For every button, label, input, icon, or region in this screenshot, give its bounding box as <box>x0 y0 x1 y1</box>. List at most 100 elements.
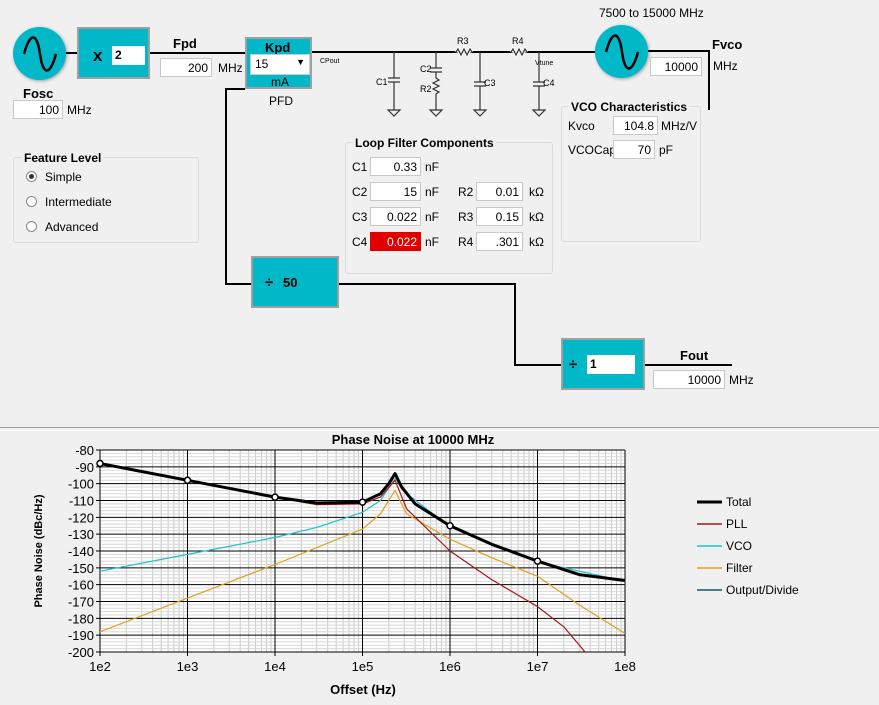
fvco-input[interactable]: 10000 <box>650 57 702 76</box>
data-marker[interactable] <box>271 493 279 501</box>
radio-button[interactable] <box>26 221 37 232</box>
data-marker[interactable] <box>183 476 192 485</box>
cap-unit: nF <box>425 210 440 224</box>
loop-filter-components-group: Loop Filter Components C1 0.33 nF C2 15 n… <box>345 136 553 274</box>
cap-input-c3[interactable]: 0.022 <box>370 207 421 226</box>
y-tick-label: -200 <box>68 645 94 660</box>
res-label: R4 <box>458 235 474 249</box>
kvco-label: Kvco <box>568 119 595 133</box>
fosc-unit: MHz <box>67 103 92 117</box>
y-tick-label: -130 <box>68 527 94 542</box>
radio-button[interactable] <box>26 171 37 182</box>
wire <box>66 52 78 54</box>
wire <box>225 88 245 90</box>
cap-label: C1 <box>352 160 368 174</box>
wire <box>644 364 732 366</box>
c4-label: C4 <box>543 78 555 88</box>
cap-label: C3 <box>352 210 368 224</box>
legend-entry: VCO <box>726 539 752 553</box>
fosc-label: Fosc <box>23 86 54 101</box>
vcocap-label: VCOCap <box>568 143 617 157</box>
kpd-label: Kpd <box>265 40 291 55</box>
data-marker[interactable] <box>446 522 454 530</box>
y-tick-label: -170 <box>68 595 94 610</box>
wire <box>150 52 245 54</box>
fout-unit: MHz <box>729 373 754 387</box>
y-tick-label: -150 <box>68 561 94 576</box>
c2-label: C2 <box>420 64 432 74</box>
pfd-block: Kpd 15 ▼ mA <box>245 37 312 89</box>
fout-input[interactable]: 10000 <box>653 370 725 389</box>
wire <box>514 364 562 366</box>
multiplier-input[interactable]: 2 <box>112 46 145 65</box>
fpd-input[interactable]: 200 <box>160 58 212 77</box>
c3-label: C3 <box>484 78 496 88</box>
series-line-filter <box>100 489 625 635</box>
cap-input-c1[interactable]: 0.33 <box>370 157 421 176</box>
fpd-label: Fpd <box>173 36 197 51</box>
kpd-dropdown[interactable]: 15 ▼ <box>250 54 310 75</box>
y-tick-label: -80 <box>75 443 94 458</box>
n-divider-block: ÷ 50 <box>251 256 339 308</box>
kpd-unit: mA <box>271 75 289 89</box>
y-tick-label: -180 <box>68 611 94 626</box>
fvco-label: Fvco <box>712 37 743 52</box>
cap-label: C2 <box>352 185 368 199</box>
x-tick-label: 1e7 <box>527 659 549 674</box>
x-tick-label: 1e2 <box>89 659 111 674</box>
legend-entry: PLL <box>726 517 748 531</box>
y-tick-label: -160 <box>68 578 94 593</box>
cap-unit: nF <box>425 235 440 249</box>
x-axis-label: Offset (Hz) <box>330 682 396 697</box>
res-input-r2[interactable]: 0.01 <box>476 182 523 201</box>
cap-input-c2[interactable]: 15 <box>370 182 421 201</box>
fvco-unit: MHz <box>713 59 738 73</box>
data-marker[interactable] <box>96 459 104 468</box>
radio-button[interactable] <box>26 196 37 207</box>
y-tick-label: -110 <box>69 494 94 509</box>
multiplier-block: x 2 <box>77 27 150 79</box>
wire <box>648 50 710 52</box>
multiplier-symbol: x <box>93 46 103 65</box>
vco-characteristics-group: VCO Characteristics Kvco 104.8 MHz/V VCO… <box>561 100 701 242</box>
y-tick-label: -120 <box>68 510 94 525</box>
vco-range: 7500 to 15000 MHz <box>599 6 704 20</box>
cap-unit: nF <box>425 185 440 199</box>
output-divider-input[interactable]: 1 <box>587 355 635 374</box>
wire <box>225 88 227 284</box>
n-divider-value[interactable]: 50 <box>283 275 298 290</box>
y-axis-label: Phase Noise (dBc/Hz) <box>33 494 45 607</box>
res-input-r3[interactable]: 0.15 <box>476 207 523 226</box>
fosc-input[interactable]: 100 <box>13 100 63 119</box>
x-tick-label: 1e5 <box>352 659 374 674</box>
x-tick-label: 1e4 <box>264 659 286 674</box>
loop-filter-title: Loop Filter Components <box>353 136 496 150</box>
vco-icon <box>595 25 648 78</box>
wire <box>338 283 516 285</box>
x-tick-label: 1e3 <box>177 659 199 674</box>
wire <box>708 50 710 110</box>
kvco-input[interactable]: 104.8 <box>613 116 658 135</box>
splitter[interactable] <box>0 427 879 431</box>
res-input-r4[interactable]: .301 <box>476 232 523 251</box>
vcocap-input[interactable]: 70 <box>613 140 655 159</box>
r4-label: R4 <box>512 36 524 46</box>
feature-level-group: Feature Level Simple Intermediate Advanc… <box>13 151 199 243</box>
data-marker[interactable] <box>533 557 542 565</box>
vco-char-title: VCO Characteristics <box>569 100 690 114</box>
data-marker[interactable] <box>358 498 367 506</box>
kpd-value: 15 <box>255 57 269 71</box>
r3-label: R3 <box>457 36 469 46</box>
cap-unit: nF <box>425 160 440 174</box>
divide-symbol: ÷ <box>265 274 274 291</box>
y-tick-label: -100 <box>68 477 94 492</box>
option-label: Simple <box>45 170 82 184</box>
vtune-label: Vtune <box>535 60 553 67</box>
res-label: R3 <box>458 210 474 224</box>
x-tick-label: 1e8 <box>614 659 636 674</box>
vcocap-unit: pF <box>659 143 674 157</box>
x-tick-label: 1e6 <box>439 659 461 674</box>
cap-input-c4[interactable]: 0.022 <box>370 232 421 251</box>
wire <box>225 283 252 285</box>
wire <box>514 283 516 365</box>
